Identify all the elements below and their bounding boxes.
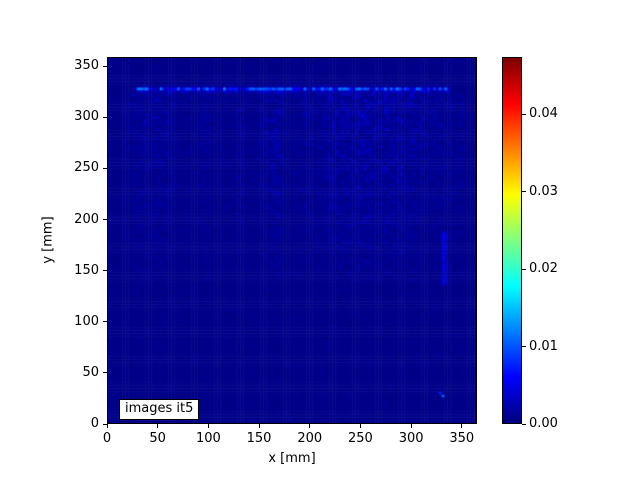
colorbar-tick-mark [522, 268, 526, 270]
plot-axes: images it5 [107, 57, 477, 424]
x-tick-mark [157, 424, 159, 428]
x-tick-mark [106, 424, 108, 428]
y-tick-mark [103, 270, 107, 272]
heatmap-image [108, 58, 476, 423]
x-tick-label: 0 [102, 431, 112, 446]
colorbar-tick-label: 0.00 [529, 416, 558, 431]
colorbar-tick-label: 0.03 [529, 183, 558, 199]
x-tick-label: 150 [246, 431, 272, 446]
x-tick-label: 250 [348, 431, 373, 446]
x-tick-label: 200 [297, 431, 323, 446]
y-tick-label: 200 [74, 211, 99, 227]
x-tick-mark [207, 424, 209, 428]
x-tick-label: 350 [449, 431, 475, 446]
colorbar [502, 57, 522, 424]
y-tick-mark [103, 219, 107, 221]
colorbar-tick-label: 0.02 [529, 261, 558, 277]
y-tick-label: 0 [90, 416, 99, 431]
colorbar-tick-label: 0.01 [529, 338, 558, 354]
y-tick-mark [103, 372, 107, 374]
x-tick-mark [410, 424, 412, 428]
y-axis-label: y [mm] [40, 216, 56, 264]
y-tick-label: 300 [74, 109, 99, 125]
x-tick-label: 50 [149, 431, 166, 446]
y-tick-mark [103, 423, 107, 425]
y-tick-mark [103, 116, 107, 118]
x-tick-label: 300 [398, 431, 424, 446]
x-tick-mark [309, 424, 311, 428]
colorbar-tick-label: 0.04 [529, 106, 558, 122]
colorbar-tick-mark [522, 423, 526, 425]
annotation-label: images it5 [125, 401, 194, 416]
x-tick-mark [461, 424, 463, 428]
x-tick-label: 100 [195, 431, 221, 446]
x-tick-mark [359, 424, 361, 428]
colorbar-tick-mark [522, 346, 526, 348]
y-tick-mark [103, 65, 107, 67]
x-axis-label: x [mm] [268, 451, 316, 466]
y-tick-mark [103, 321, 107, 323]
y-tick-mark [103, 167, 107, 169]
y-tick-label: 50 [82, 364, 99, 380]
y-tick-label: 100 [74, 313, 99, 329]
colorbar-tick-mark [522, 113, 526, 115]
colorbar-gradient [503, 58, 521, 423]
x-tick-mark [258, 424, 260, 428]
y-tick-label: 250 [74, 160, 99, 176]
y-tick-label: 150 [74, 262, 99, 278]
y-tick-label: 350 [74, 58, 99, 74]
annotation-box: images it5 [119, 399, 200, 420]
colorbar-tick-mark [522, 191, 526, 193]
